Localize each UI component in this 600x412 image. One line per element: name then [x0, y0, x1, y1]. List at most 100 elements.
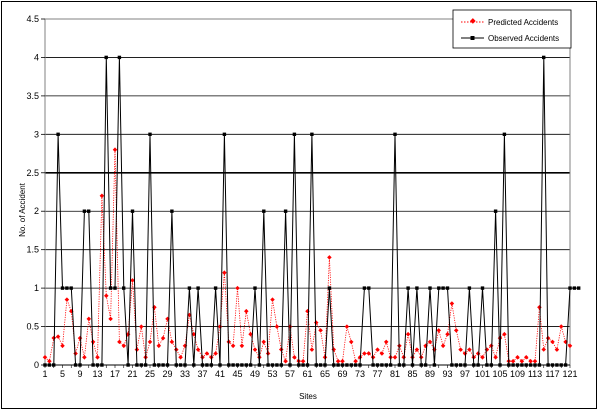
predicted-point — [139, 324, 144, 329]
predicted-point — [95, 355, 100, 360]
predicted-point — [427, 339, 433, 345]
legend-box — [452, 9, 572, 49]
observed-point — [122, 286, 126, 290]
predicted-point — [318, 328, 323, 333]
x-tick-label: 81 — [390, 369, 400, 379]
predicted-point — [73, 351, 78, 356]
observed-point — [520, 363, 524, 367]
predicted-point — [401, 354, 406, 360]
observed-point — [161, 363, 165, 367]
x-tick-label: 13 — [92, 369, 102, 379]
predicted-accidents-series — [42, 147, 573, 364]
observed-point — [332, 363, 336, 367]
observed-point — [200, 363, 205, 367]
predicted-point — [348, 339, 354, 345]
predicted-point — [467, 347, 472, 352]
observed-point — [192, 363, 196, 367]
x-tick-label: 5 — [60, 369, 65, 379]
y-axis-title: No. of Accident — [18, 182, 27, 237]
predicted-point — [191, 331, 197, 337]
x-tick-label: 73 — [355, 369, 365, 379]
predicted-point — [156, 343, 162, 349]
observed-point — [537, 363, 542, 367]
observed-point — [104, 55, 108, 60]
observed-point — [248, 363, 253, 367]
predicted-point — [239, 343, 245, 349]
observed-point — [415, 286, 419, 290]
predicted-point — [432, 347, 437, 352]
observed-point — [187, 286, 192, 290]
observed-point — [349, 363, 353, 367]
predicted-point — [213, 351, 218, 356]
observed-point — [493, 209, 498, 213]
x-tick-label: 9 — [77, 369, 82, 379]
predicted-point — [147, 339, 153, 345]
predicted-point — [537, 305, 542, 310]
predicted-point — [305, 308, 310, 314]
predicted-point — [480, 355, 485, 360]
x-tick-label: 113 — [528, 369, 542, 379]
observed-point — [542, 55, 546, 60]
observed-point — [340, 363, 345, 367]
observed-point — [205, 363, 209, 367]
x-tick-label: 29 — [162, 369, 172, 379]
y-tick-label: 1.5 — [26, 245, 39, 255]
y-tick-label: 3 — [34, 129, 39, 139]
observed-point — [270, 363, 275, 367]
predicted-point — [366, 351, 371, 356]
observed-point — [240, 363, 244, 367]
predicted-point — [405, 331, 411, 337]
predicted-point — [222, 270, 227, 275]
observed-point — [165, 363, 170, 367]
observed-point — [568, 286, 572, 290]
observed-point — [113, 286, 117, 290]
observed-point — [323, 363, 327, 367]
observed-point — [43, 363, 47, 367]
predicted-point — [458, 347, 463, 352]
observed-point — [130, 209, 135, 213]
y-tick-label: 0.5 — [26, 322, 39, 332]
observed-point — [178, 363, 183, 367]
predicted-point — [51, 335, 56, 341]
predicted-point — [309, 347, 315, 352]
observed-point — [327, 286, 332, 290]
observed-point — [174, 363, 178, 367]
observed-point — [253, 286, 257, 290]
x-tick-label: 65 — [320, 369, 330, 379]
y-tick-label: 0 — [34, 360, 39, 370]
observed-point — [235, 363, 240, 367]
x-tick-label: 77 — [372, 369, 382, 379]
observed-point — [78, 363, 82, 367]
predicted-point — [60, 343, 65, 349]
x-tick-label: 109 — [510, 369, 525, 379]
observed-point — [445, 286, 450, 290]
observed-point — [550, 363, 555, 367]
predicted-point — [510, 358, 516, 364]
observed-point — [87, 209, 91, 213]
x-tick-label: 57 — [285, 369, 295, 379]
predicted-line — [44, 149, 571, 362]
observed-point — [419, 363, 423, 367]
x-tick-label: 61 — [302, 369, 312, 379]
legend-observed-label: Observed Accidents — [488, 34, 559, 43]
predicted-point — [475, 351, 481, 356]
observed-point — [371, 363, 375, 367]
observed-point — [117, 55, 122, 60]
observed-point — [428, 286, 432, 290]
observed-point — [498, 363, 502, 367]
observed-point — [406, 286, 410, 290]
predicted-point — [244, 308, 249, 314]
observed-point — [218, 363, 222, 367]
predicted-point — [528, 358, 533, 364]
observed-point — [56, 132, 60, 136]
observed-point — [196, 286, 200, 290]
observed-point — [375, 363, 380, 367]
observed-point — [367, 286, 371, 290]
y-axis-ticks: 0 0.5 1 1.5 2 2.5 3 3.5 4 4.5 — [26, 14, 45, 370]
observed-point — [507, 363, 511, 367]
observed-point — [148, 132, 152, 136]
observed-point — [100, 363, 104, 367]
observed-point — [353, 363, 358, 367]
predicted-point — [112, 147, 118, 152]
observed-point — [524, 363, 528, 367]
